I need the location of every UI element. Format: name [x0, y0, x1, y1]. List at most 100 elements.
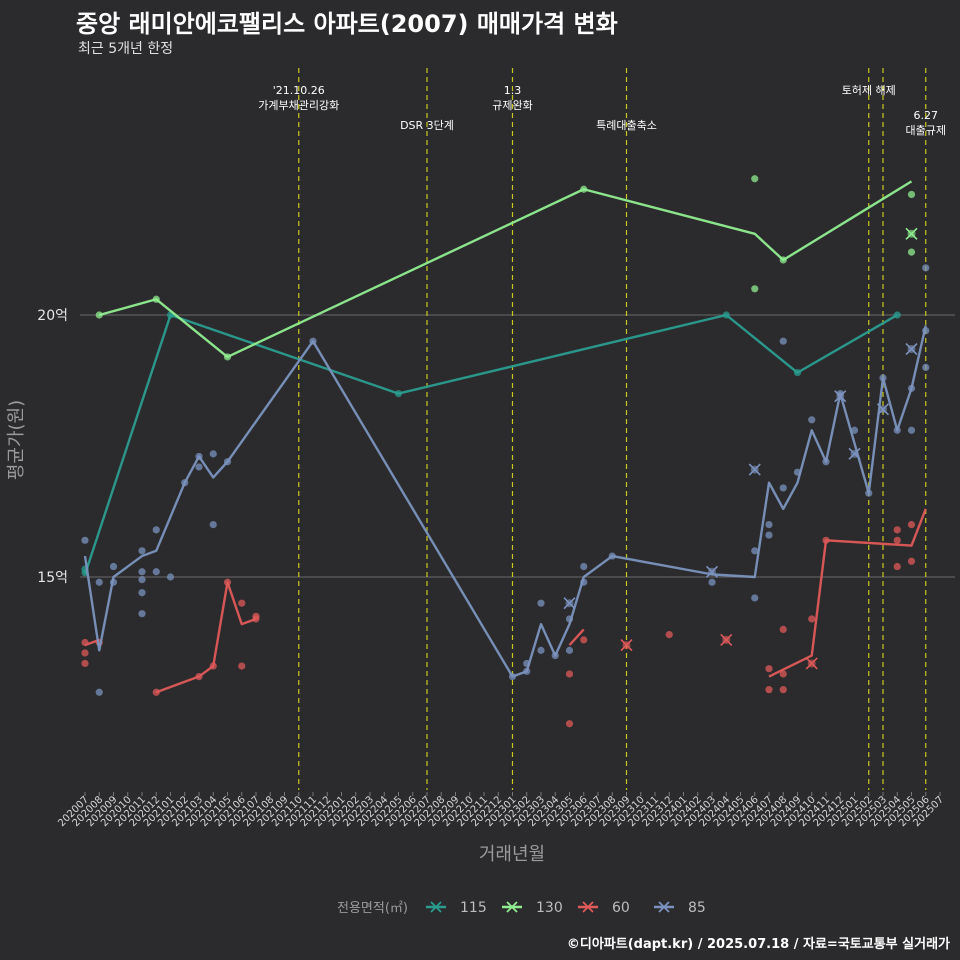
data-point [751, 547, 759, 555]
event-label: 규제완화 [492, 99, 532, 112]
data-point [138, 610, 146, 618]
cross-point [720, 633, 733, 646]
data-point [779, 625, 787, 634]
source-caption: ©디아파트(dapt.kr) / 2025.07.18 / 자료=국토교통부 실… [566, 937, 950, 952]
data-point [209, 521, 217, 529]
data-point [907, 426, 916, 434]
legend-label: 85 [688, 900, 706, 916]
legend-cross-icon [506, 901, 518, 913]
cross-point [805, 657, 818, 670]
data-point [893, 526, 901, 534]
series-85 [81, 264, 930, 696]
data-point [537, 599, 545, 607]
data-point [166, 573, 175, 581]
series-line [155, 581, 257, 694]
data-point [209, 450, 217, 458]
data-point [922, 363, 930, 371]
legend-label: 130 [536, 900, 563, 916]
event-label: DSR 3단계 [400, 119, 454, 132]
event-label: 1.3 [504, 84, 522, 97]
x-axis-label: 거래년월 [479, 844, 545, 865]
data-point [195, 463, 203, 471]
series-line [83, 313, 898, 575]
cross-point [905, 227, 918, 240]
y-tick-label: 15억 [37, 570, 68, 586]
y-axis: 15억 20억 [37, 308, 68, 586]
cross-point [748, 463, 761, 476]
data-point [907, 557, 916, 565]
event-lines [298, 68, 927, 790]
series-line [768, 508, 927, 678]
y-tick-label: 20억 [37, 308, 68, 324]
data-point [708, 578, 716, 586]
event-label: 6.27 [914, 109, 939, 122]
cross-point [834, 390, 847, 403]
data-point [907, 248, 916, 256]
data-point [565, 720, 574, 728]
data-point [850, 426, 859, 434]
cross-point [848, 447, 861, 460]
chart-title: 중앙 래미안에코팰리스 아파트(2007) 매매가격 변화 [76, 10, 618, 38]
legend-label: 115 [460, 900, 487, 916]
data-point [95, 688, 103, 696]
cross-point [620, 639, 633, 652]
x-axis: 2020072020082020092020102020112020122021… [56, 792, 946, 829]
data-point [152, 526, 160, 534]
data-point [81, 649, 89, 657]
legend-cross-icon [658, 901, 670, 913]
data-point [138, 547, 146, 555]
data-point [922, 264, 930, 272]
data-point [138, 568, 146, 576]
data-point [779, 670, 787, 678]
data-point [808, 416, 816, 424]
data-point [665, 631, 673, 639]
data-point [893, 562, 901, 571]
legend-item-85: 85 [654, 900, 706, 916]
data-point [893, 536, 901, 544]
legend-cross-icon [430, 901, 442, 913]
series-line [568, 628, 585, 646]
data-point [765, 665, 773, 673]
data-point [81, 536, 89, 544]
data-point [765, 686, 773, 694]
data-point [109, 562, 118, 571]
event-label: 대출규제 [906, 124, 946, 137]
series-60 [81, 508, 927, 728]
series-130 [95, 175, 918, 361]
data-point [138, 576, 146, 584]
chart-subtitle: 최근 5개년 한정 [78, 41, 174, 57]
legend-item-115: 115 [426, 900, 487, 916]
legend-item-60: 60 [578, 900, 630, 916]
cross-point [876, 403, 890, 416]
data-point [751, 175, 759, 183]
data-point [238, 662, 246, 670]
data-point [779, 337, 787, 345]
data-point [751, 285, 759, 293]
data-point [95, 578, 103, 586]
data-point [779, 484, 787, 492]
data-point [779, 686, 787, 694]
y-axis-label: 평균가(원) [6, 400, 27, 480]
data-point [565, 670, 574, 678]
data-point [765, 521, 773, 529]
data-point [152, 568, 160, 576]
data-point [907, 521, 916, 529]
cross-point [905, 342, 918, 356]
data-point [751, 594, 759, 602]
series-layer [81, 175, 930, 728]
data-point [537, 646, 545, 654]
data-point [565, 646, 574, 654]
cross-point [563, 597, 576, 610]
data-point [138, 589, 146, 597]
data-point [81, 659, 89, 668]
data-point [907, 190, 916, 199]
event-label: 토허제 해제 [842, 83, 896, 97]
legend-item-130: 130 [502, 900, 563, 916]
data-point [580, 636, 588, 644]
data-point [238, 599, 246, 607]
legend: 전용면적(㎡) 115 130 60 85 [337, 900, 706, 916]
legend-cross-icon [582, 901, 594, 913]
legend-title: 전용면적(㎡) [337, 901, 408, 916]
